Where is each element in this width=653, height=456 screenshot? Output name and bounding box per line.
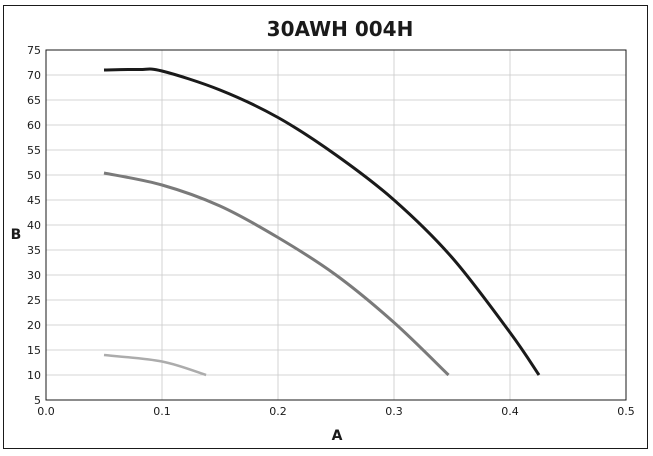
line-chart: 30AWH 004H 0.0 0.1 0.2 0.3 0.4 0.5 5 10 15 20 25 3…: [11, 17, 635, 444]
y-tick-label: 55: [27, 144, 41, 157]
chart-title: 30AWH 004H: [267, 17, 414, 41]
y-tick-label: 75: [27, 44, 41, 57]
y-tick-label: 20: [27, 319, 41, 332]
x-tick-label: 0.3: [385, 405, 403, 418]
x-tick-label: 0.2: [269, 405, 287, 418]
series-line-3: [103, 353, 207, 377]
series-group: [103, 67, 541, 377]
y-tick-label: 40: [27, 219, 41, 232]
grid: [45, 49, 627, 401]
y-tick-label: 35: [27, 244, 41, 257]
y-tick-label: 5: [34, 394, 41, 407]
x-tick-label: 0.0: [37, 405, 55, 418]
y-tick-label: 10: [27, 369, 41, 382]
y-tick-label: 30: [27, 269, 41, 282]
series-line-2: [103, 171, 450, 377]
y-tick-label: 25: [27, 294, 41, 307]
y-tick-label: 45: [27, 194, 41, 207]
plot-area-border: [45, 49, 627, 401]
y-tick-label: 50: [27, 169, 41, 182]
x-tick-label: 0.4: [501, 405, 519, 418]
y-tick-label: 65: [27, 94, 41, 107]
series-line-1: [103, 67, 541, 376]
y-tick-labels: 5 10 15 20 25 30 35 40 45 50 55 60 65 70 75: [27, 44, 41, 407]
x-tick-label: 0.1: [153, 405, 171, 418]
y-tick-label: 15: [27, 344, 41, 357]
x-axis-label: A: [332, 428, 343, 444]
chart-frame: 30AWH 004H 0.0 0.1 0.2 0.3 0.4 0.5 5 10 15 20 25 3…: [3, 5, 648, 449]
y-tick-label: 60: [27, 119, 41, 132]
x-tick-labels: 0.0 0.1 0.2 0.3 0.4 0.5: [37, 405, 635, 418]
y-tick-label: 70: [27, 69, 41, 82]
y-axis-label: B: [11, 227, 22, 243]
x-tick-label: 0.5: [617, 405, 635, 418]
